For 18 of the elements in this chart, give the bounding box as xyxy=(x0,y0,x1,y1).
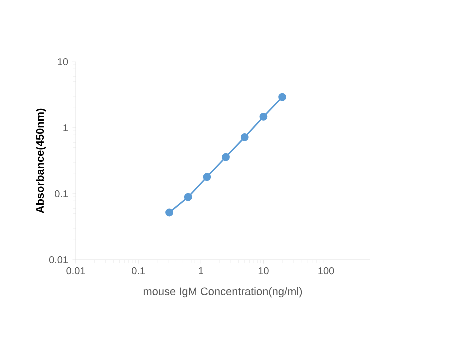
y-tick-label: 1 xyxy=(64,124,68,132)
point xyxy=(203,173,212,182)
point xyxy=(166,208,174,217)
y-tick-label: 10 xyxy=(58,58,68,66)
y-tick-label: 0.01 xyxy=(49,256,68,264)
point xyxy=(222,153,230,162)
y-tick-label: 0.1 xyxy=(55,190,68,198)
x-tick-label: 0.1 xyxy=(132,268,146,275)
point xyxy=(184,193,192,202)
x-tick-label: 1 xyxy=(199,268,204,274)
x-tick-label: 10 xyxy=(258,268,269,275)
x-tick-label: 100 xyxy=(318,268,334,275)
x-tick-label: 0.01 xyxy=(66,268,86,275)
point xyxy=(240,133,249,142)
point xyxy=(260,113,268,121)
point xyxy=(278,93,286,102)
x-axis-title: mouse IgM Concentration(ng/ml) xyxy=(144,287,302,298)
y-axis-title: Absorbance(450nm) xyxy=(36,108,46,214)
